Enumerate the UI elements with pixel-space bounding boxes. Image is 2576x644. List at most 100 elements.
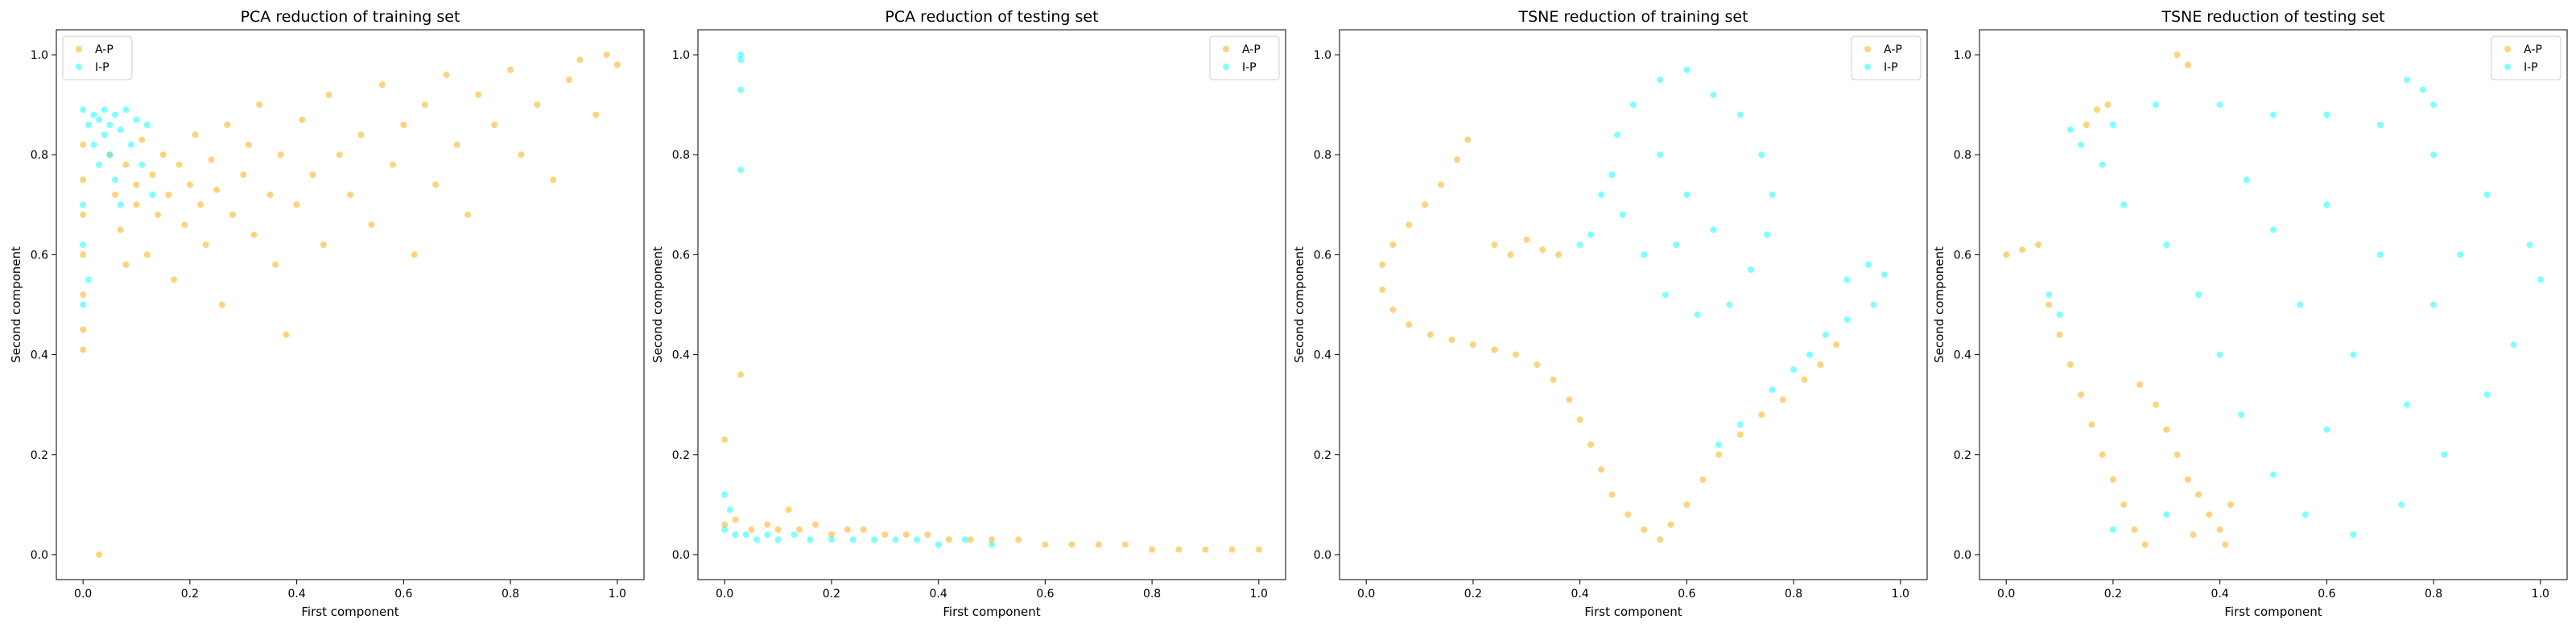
data-point — [299, 116, 306, 123]
data-point — [272, 261, 279, 268]
x-tick-label: 0.6 — [1036, 588, 1054, 601]
data-point — [96, 161, 103, 168]
data-point — [603, 52, 610, 58]
legend-marker-I-P — [76, 64, 82, 70]
data-point — [464, 211, 471, 218]
y-tick-label: 0.2 — [31, 449, 48, 462]
data-point — [2136, 381, 2144, 388]
y-tick-label: 1.0 — [1954, 49, 1971, 62]
data-point — [80, 201, 87, 208]
data-point — [181, 221, 188, 229]
data-point — [112, 191, 118, 198]
data-point — [2216, 101, 2223, 109]
data-point — [1715, 441, 1723, 448]
data-point — [1822, 331, 1829, 338]
data-point — [902, 531, 910, 539]
data-point — [828, 531, 835, 539]
data-point — [266, 191, 274, 198]
data-point — [1662, 291, 1669, 299]
data-point — [2227, 501, 2234, 508]
data-point — [1587, 231, 1594, 238]
data-point — [1624, 511, 1632, 518]
data-point — [2109, 122, 2116, 128]
data-point — [2099, 161, 2106, 168]
data-point — [80, 242, 87, 248]
data-point — [90, 141, 97, 148]
data-point — [732, 531, 739, 539]
data-point — [721, 491, 729, 498]
x-tick-label: 1.0 — [2532, 588, 2549, 601]
data-point — [2270, 471, 2277, 478]
data-point — [726, 506, 733, 514]
data-point — [1769, 386, 1776, 394]
y-tick-label: 0.4 — [1954, 349, 1971, 362]
y-tick-label: 0.8 — [31, 149, 48, 162]
chart-title: TSNE reduction of training set — [1517, 8, 1748, 26]
y-tick-label: 0.4 — [1314, 349, 1331, 362]
data-point — [1438, 181, 1445, 188]
data-point — [1657, 536, 1664, 543]
data-point — [159, 151, 167, 159]
data-point — [2195, 491, 2202, 498]
data-point — [106, 122, 114, 128]
data-point — [80, 291, 87, 299]
data-point — [774, 536, 782, 543]
data-point — [1389, 242, 1397, 248]
y-tick-label: 0.8 — [1954, 149, 1971, 162]
data-point — [149, 171, 156, 179]
data-point — [2430, 101, 2438, 109]
data-point — [2153, 101, 2159, 109]
data-point — [368, 221, 375, 229]
data-point — [2537, 276, 2544, 283]
data-point — [2046, 301, 2053, 308]
y-axis-label: Second component — [9, 246, 23, 363]
data-point — [309, 171, 316, 179]
data-point — [213, 186, 221, 193]
data-point — [1491, 242, 1498, 248]
data-point — [2510, 341, 2517, 349]
data-point — [737, 86, 745, 93]
data-point — [924, 531, 931, 539]
x-tick-label: 0.8 — [1143, 588, 1161, 601]
data-point — [1843, 276, 1851, 283]
x-tick-label: 0.8 — [1785, 588, 1802, 601]
data-point — [2323, 111, 2330, 118]
data-point — [1683, 501, 1690, 508]
data-point — [2056, 311, 2063, 318]
data-point — [117, 226, 124, 233]
plot-area — [1979, 30, 2567, 580]
data-point — [945, 536, 952, 543]
data-point — [1587, 441, 1594, 448]
data-point — [224, 122, 231, 128]
legend: A-P I-P — [2491, 35, 2562, 80]
data-point — [80, 301, 87, 308]
data-point — [1769, 191, 1776, 198]
data-point — [112, 176, 118, 184]
data-point — [1657, 76, 1664, 84]
data-point — [2035, 242, 2041, 248]
data-point — [197, 201, 204, 208]
y-tick-label: 0.8 — [672, 149, 690, 162]
data-point — [400, 122, 407, 128]
data-point — [1389, 306, 1397, 313]
data-point — [2056, 331, 2063, 338]
data-point — [133, 181, 140, 188]
data-point — [2088, 421, 2095, 428]
data-point — [2430, 301, 2438, 308]
data-point — [80, 141, 87, 148]
data-point — [1507, 251, 1514, 258]
data-point — [534, 101, 541, 109]
x-tick-label: 0.2 — [823, 588, 840, 601]
legend-label-I-P: I-P — [95, 61, 109, 74]
data-point — [732, 516, 739, 523]
data-point — [807, 536, 814, 543]
data-point — [2243, 176, 2250, 184]
data-point — [2019, 246, 2026, 254]
y-tick-label: 0.0 — [1314, 549, 1331, 562]
chart-panel-2: 0.0 0.2 0.4 0.6 0.8 1.0 0.0 0.2 0.4 0.6 0.8 1.0 PCA … — [650, 8, 1286, 619]
y-tick-label: 0.0 — [672, 549, 690, 562]
data-point — [2163, 426, 2170, 433]
x-tick-label: 0.6 — [1678, 588, 1695, 601]
data-point — [117, 201, 124, 208]
